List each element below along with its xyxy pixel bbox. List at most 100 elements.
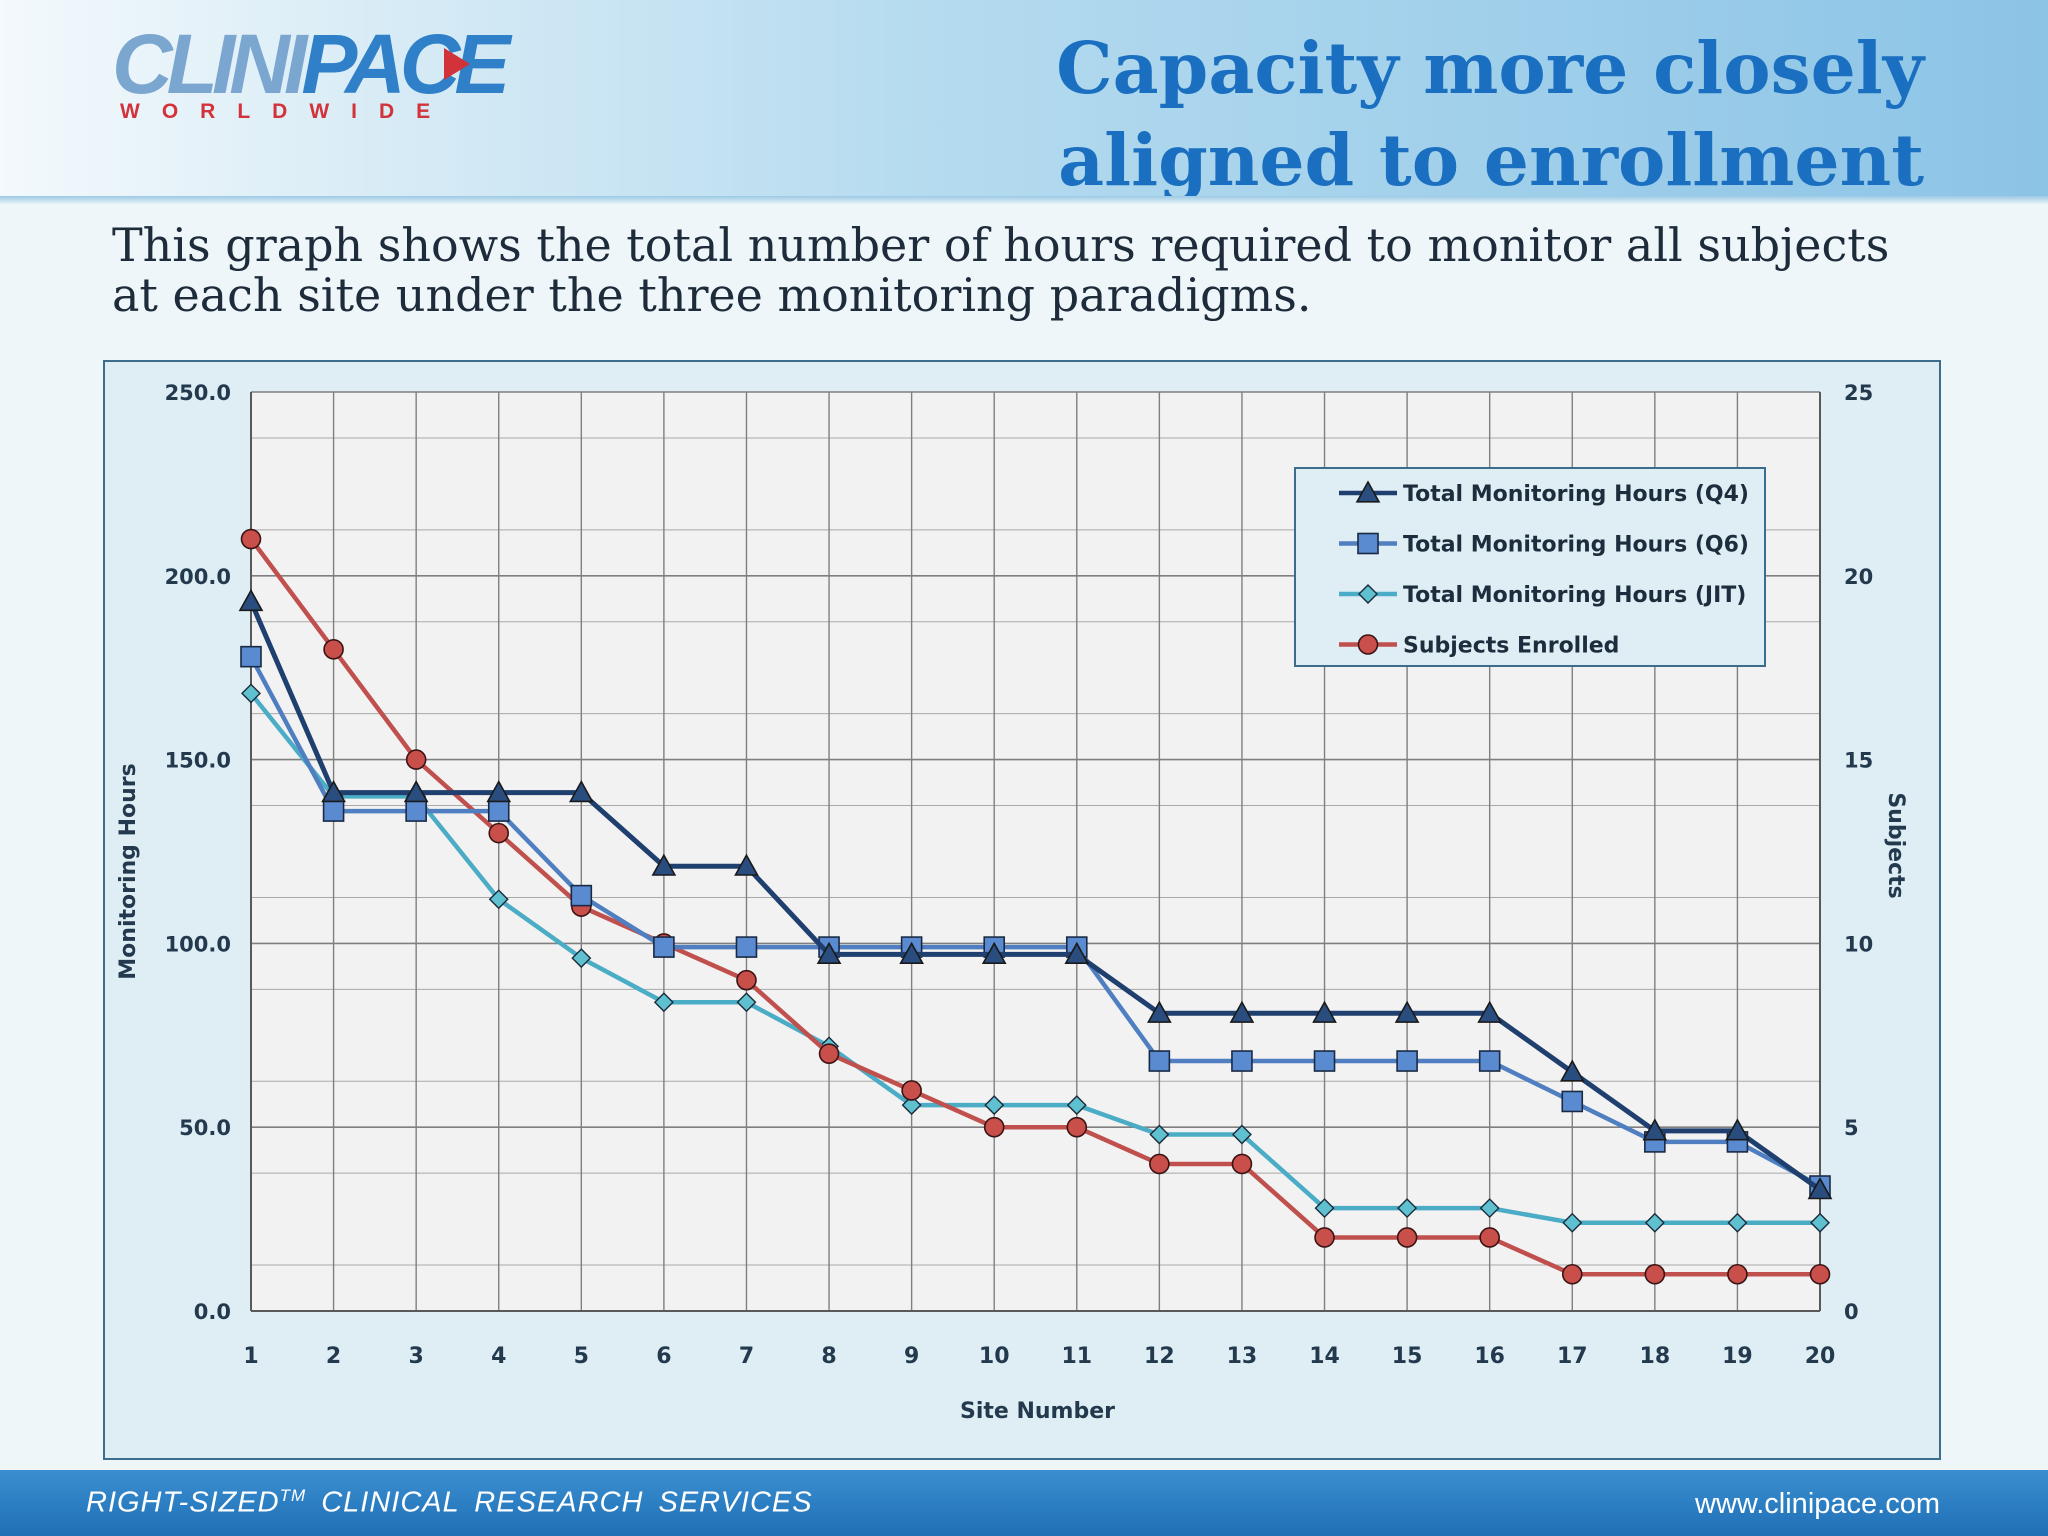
data-point	[240, 645, 262, 668]
data-point	[1561, 1263, 1583, 1285]
x-tick-label: 7	[739, 1344, 754, 1369]
data-point	[818, 1043, 840, 1064]
y2-tick-label: 5	[1844, 1116, 1859, 1140]
y2-tick-label: 10	[1844, 932, 1873, 956]
data-point	[1479, 1198, 1500, 1219]
data-point	[1477, 1000, 1503, 1023]
slide-header: CLINIPACE WORLDWIDE Capacity more closel…	[0, 0, 2048, 202]
x-tick-label: 11	[1061, 1344, 1092, 1369]
data-point	[1562, 1212, 1583, 1233]
data-point	[1064, 941, 1090, 965]
y-tick-label: 50.0	[179, 1116, 231, 1140]
data-point	[488, 889, 509, 910]
y2-tick-label: 20	[1844, 565, 1873, 589]
y-tick-label: 250.0	[165, 381, 231, 405]
logo-tagline: WORLDWIDE	[120, 100, 453, 123]
legend-entry: Subjects Enrolled	[1403, 634, 1619, 659]
y2-tick-label: 15	[1844, 749, 1873, 773]
data-point	[568, 780, 594, 803]
x-tick-label: 10	[979, 1344, 1010, 1369]
legend-entry: Total Monitoring Hours (Q4)	[1403, 482, 1749, 507]
data-point	[653, 936, 675, 958]
x-tick-label: 9	[904, 1344, 919, 1369]
header-divider	[0, 196, 2048, 204]
data-point	[1396, 1227, 1418, 1248]
y-tick-label: 150.0	[165, 749, 231, 773]
data-point	[1313, 1050, 1336, 1072]
data-point	[1727, 1263, 1748, 1285]
data-point	[571, 948, 592, 969]
data-point	[1066, 1116, 1088, 1138]
data-point	[899, 941, 924, 965]
x-tick-label: 5	[574, 1344, 589, 1369]
data-point	[1314, 1198, 1335, 1219]
data-point	[240, 528, 262, 550]
footer-tagline: RIGHT-SIZEDTM CLINICAL RESEARCH SERVICES	[86, 1486, 813, 1519]
data-point	[570, 884, 593, 907]
data-point	[1149, 1153, 1170, 1175]
data-point	[816, 941, 842, 965]
y-tick-label: 0.0	[194, 1300, 231, 1324]
x-tick-label: 6	[656, 1344, 671, 1369]
data-point	[1148, 1050, 1171, 1072]
x-tick-label: 18	[1640, 1344, 1671, 1369]
data-point	[1644, 1212, 1665, 1233]
data-point	[405, 800, 427, 822]
data-point	[322, 800, 345, 822]
data-point	[1066, 1095, 1087, 1116]
x-tick-label: 13	[1227, 1344, 1258, 1369]
data-point	[1314, 1227, 1335, 1248]
data-point	[1231, 1153, 1253, 1175]
data-point	[901, 1095, 922, 1116]
data-point	[1810, 1212, 1830, 1233]
data-point	[321, 780, 346, 803]
logo-wordmark: CLINIPACE	[112, 17, 510, 111]
data-point	[1807, 1177, 1833, 1200]
data-point	[1561, 1090, 1584, 1113]
footer-website-link[interactable]: www.clinipace.com	[1695, 1488, 1940, 1520]
legend-swatch-marker	[1355, 480, 1381, 503]
data-point	[1397, 1198, 1418, 1219]
data-point	[1478, 1050, 1501, 1072]
data-point	[1479, 1227, 1500, 1248]
data-point	[901, 1080, 922, 1101]
x-axis-title: Site Number	[960, 1399, 1115, 1424]
data-point	[981, 941, 1007, 965]
series-line	[249, 655, 1822, 1189]
data-point	[653, 992, 674, 1013]
y-tick-label: 200.0	[165, 565, 231, 589]
x-tick-label: 3	[409, 1344, 424, 1369]
x-tick-label: 15	[1392, 1344, 1423, 1369]
play-icon	[444, 48, 470, 80]
data-point	[736, 969, 757, 991]
y-tick-label: 100.0	[165, 932, 231, 956]
data-point	[403, 780, 429, 803]
data-point	[1644, 1263, 1666, 1285]
data-point	[1396, 1050, 1418, 1072]
data-point	[1231, 1050, 1253, 1072]
series-line	[249, 692, 1820, 1226]
data-point	[1231, 1124, 1252, 1145]
data-point	[487, 800, 510, 822]
series-line	[249, 537, 1820, 1277]
x-tick-label: 14	[1309, 1344, 1340, 1369]
data-point	[1642, 1118, 1668, 1141]
slide-footer: RIGHT-SIZEDTM CLINICAL RESEARCH SERVICES…	[0, 1470, 2048, 1536]
x-tick-label: 16	[1474, 1344, 1505, 1369]
data-point	[241, 683, 261, 704]
x-tick-label: 2	[326, 1344, 341, 1369]
data-point	[486, 780, 512, 803]
data-point	[984, 1095, 1005, 1116]
x-tick-label: 8	[821, 1344, 836, 1369]
clinipace-logo: CLINIPACE WORLDWIDE	[112, 17, 512, 123]
data-point	[736, 992, 757, 1013]
data-point	[488, 822, 510, 844]
x-tick-label: 12	[1144, 1344, 1175, 1369]
x-tick-label: 17	[1557, 1344, 1588, 1369]
data-point	[238, 588, 264, 612]
data-point	[1809, 1263, 1831, 1285]
legend-swatch-marker	[1358, 584, 1378, 604]
data-point	[651, 853, 677, 876]
x-tick-label: 4	[491, 1344, 506, 1369]
